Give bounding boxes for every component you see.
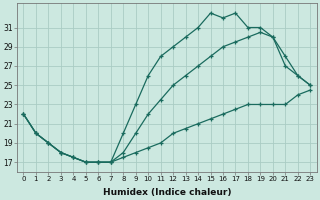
- X-axis label: Humidex (Indice chaleur): Humidex (Indice chaleur): [103, 188, 231, 197]
